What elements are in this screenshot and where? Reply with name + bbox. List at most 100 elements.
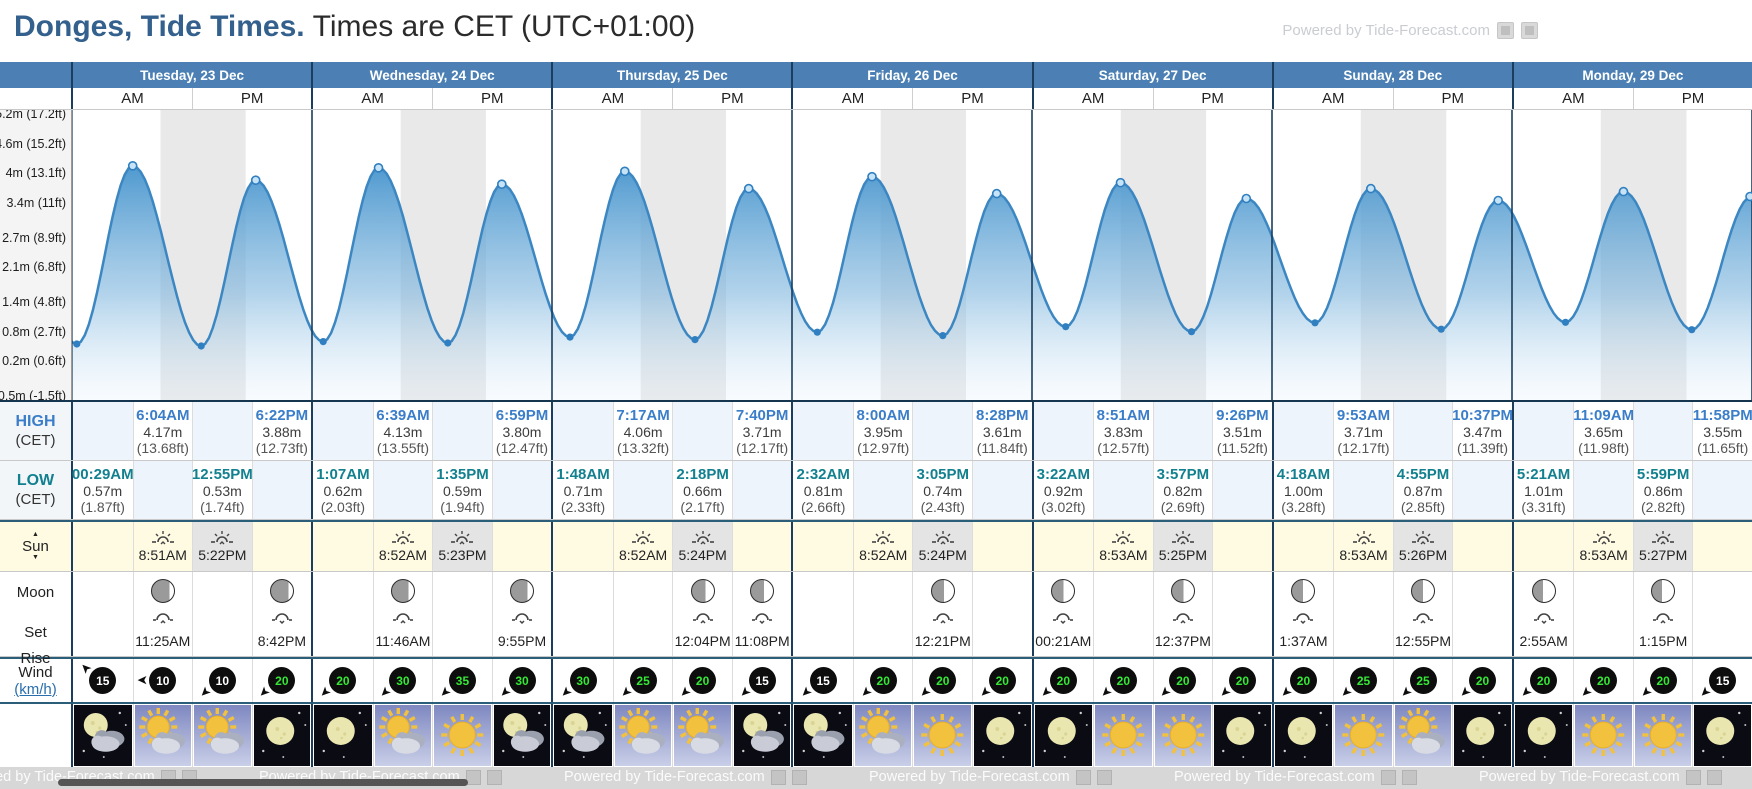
low-tide-cell [1692, 461, 1752, 519]
moon-day-6: 2:55AM 1:15PM [1511, 572, 1752, 656]
weather-row-spacer [0, 704, 71, 767]
moon-set-time: 12:55PM [1395, 633, 1452, 649]
footer-social-icon[interactable] [1075, 769, 1091, 785]
footer-share-icon[interactable] [1401, 769, 1417, 785]
weather-day-3 [791, 704, 1031, 767]
weather-day-5 [1271, 704, 1512, 767]
moon-phase-icon [1531, 579, 1556, 603]
powered-by-footer: Powered by Tide-Forecast.com [869, 769, 1112, 785]
wind-direction-arrow-icon: ➤ [857, 683, 876, 702]
low-tide-cell: 3:57PM 0.82m (2.69ft) [1152, 461, 1213, 519]
weather-tile-night-clear [1694, 705, 1751, 766]
wind-cell: 20 ➤ [1212, 659, 1272, 702]
wind-day-4: 20 ➤ 20 ➤ 20 ➤ 20 ➤ [1031, 659, 1272, 702]
wind-speed-badge: 25 ➤ [1397, 667, 1437, 702]
low-tide-time: 1:35PM [436, 465, 489, 483]
moon-day-4: 00:21AM 12:37PM [1031, 572, 1272, 656]
sun-cell: 8:51AM [132, 522, 193, 571]
moon-phase-icon [510, 579, 534, 603]
low-tide-height-m: 0.87m [1403, 482, 1443, 499]
wind-speed-badge: 35 ➤ [436, 667, 476, 702]
footer-social-icon[interactable] [1685, 769, 1701, 785]
social-icon[interactable] [1521, 22, 1538, 39]
axis-label: 4.6m (15.2ft) [0, 136, 66, 151]
moon-phase-icon [1291, 579, 1316, 603]
weather-icon-night-clear [1462, 711, 1507, 758]
moon-horizon-wrap [1171, 611, 1195, 630]
wind-unit-link[interactable]: (km/h) [14, 680, 57, 698]
weather-tile-night-cloudy [74, 705, 132, 766]
low-tide-time: 2:18PM [676, 465, 729, 483]
weather-tile-day-sun-clouds [194, 705, 251, 766]
high-tide-cell: 9:26PM 3.51m (11.52ft) [1212, 402, 1272, 460]
high-tide-cell: 8:00AM 3.95m (12.97ft) [852, 402, 913, 460]
footer-share-icon[interactable] [791, 769, 807, 785]
moon-rise-icon [512, 613, 532, 625]
wind-speed-badge: 20 ➤ [1216, 667, 1256, 702]
sun-cell: 5:23PM [432, 522, 492, 571]
sunrise-sunset-icon [151, 531, 174, 545]
sunrise-sunset-icon [391, 531, 414, 545]
high-tide-cell [553, 402, 613, 460]
sunset-arrow-icon: ▼ [32, 554, 39, 561]
high-tide-cell: 9:53AM 3.71m (12.17ft) [1333, 402, 1393, 460]
low-day-1: 1:07AM 0.62m (2.03ft) 1:35PM 0.59m (1.94ft) [311, 461, 552, 519]
footer-share-icon[interactable] [486, 769, 502, 785]
axis-label: 0.8m (2.7ft) [2, 324, 66, 339]
sunset-time: 5:24PM [678, 547, 727, 563]
moon-day-3: 12:21PM [791, 572, 1031, 656]
moon-cell: 00:21AM [1034, 572, 1094, 656]
moon-rise-time: 9:55PM [497, 633, 547, 649]
high-day-6: 11:09AM 3.65m (11.98ft) 11:58PM 3.55m (11.65f… [1511, 402, 1752, 460]
weather-cell [132, 704, 193, 767]
high-tide-time: 7:17AM [616, 406, 670, 424]
low-tide-height-ft: (3.31ft) [1521, 498, 1566, 515]
low-tide-cell: 4:18AM 1.00m (3.28ft) [1273, 461, 1334, 519]
moon-cell [1333, 572, 1393, 656]
high-tide-height-ft: (13.68ft) [136, 439, 189, 456]
wind-cell: 30 ➤ [372, 659, 433, 702]
high-tide-time: 8:51AM [1096, 406, 1151, 424]
moon-rise-time: 00:21AM [1035, 633, 1092, 649]
high-tide-cell: 6:22PM 3.88m (12.73ft) [251, 402, 312, 460]
moon-set-icon [152, 613, 173, 624]
moon-cell [1212, 572, 1272, 656]
high-tide-cell: 7:17AM 4.06m (13.32ft) [612, 402, 673, 460]
low-tide-cell [251, 461, 312, 519]
wind-direction-arrow-icon: ➤ [316, 683, 336, 702]
ampm-day-1: AM PM [311, 88, 551, 109]
day-header-3: Friday, 26 Dec [791, 62, 1031, 88]
weather-icon-night-cloudy [802, 711, 848, 758]
ampm-day-4: AM PM [1031, 88, 1272, 109]
horizontal-scrollbar[interactable] [58, 779, 468, 786]
weather-cell [1333, 704, 1393, 767]
low-tide-cell: 12:55PM 0.53m (1.74ft) [192, 461, 253, 519]
tide-chart-y-axis: 5.2m (17.2ft) 4.6m (15.2ft) 4m (13.1ft) 3.4… [0, 110, 72, 400]
footer-share-icon[interactable] [1096, 769, 1112, 785]
sun-cell: 8:53AM [1333, 522, 1393, 571]
wind-speed-value: 20 [1235, 673, 1250, 688]
high-tide-height-m: 3.88m [262, 423, 302, 440]
footer-social-icon[interactable] [1380, 769, 1396, 785]
low-tide-height-m: 0.81m [803, 482, 843, 499]
wind-cell: 25 ➤ [1333, 659, 1393, 702]
sun-cell [491, 522, 552, 571]
footer-social-icon[interactable] [465, 769, 481, 785]
share-icon[interactable] [1497, 22, 1514, 39]
high-tide-cell [1273, 402, 1334, 460]
wind-day-2: 30 ➤ 25 ➤ 20 ➤ 15 ➤ [551, 659, 791, 702]
high-tide-time: 11:09AM [1573, 406, 1635, 424]
wind-speed-value: 15 [96, 673, 110, 688]
wind-speed-badge: 20 ➤ [317, 667, 357, 702]
low-tide-height-m: 0.57m [83, 482, 123, 499]
high-tide-height-ft: (11.98ft) [1578, 439, 1630, 456]
footer-share-icon[interactable] [1706, 769, 1722, 785]
high-tide-height-ft: (11.84ft) [976, 439, 1028, 456]
ampm-pm: PM [1392, 88, 1512, 109]
moon-cell: 11:25AM [132, 572, 193, 656]
weather-icon-night-clear [322, 711, 367, 758]
moon-set-icon [1172, 613, 1193, 624]
moon-horizon-wrap [931, 611, 955, 630]
footer-social-icon[interactable] [770, 769, 786, 785]
high-tide-cell [73, 402, 133, 460]
